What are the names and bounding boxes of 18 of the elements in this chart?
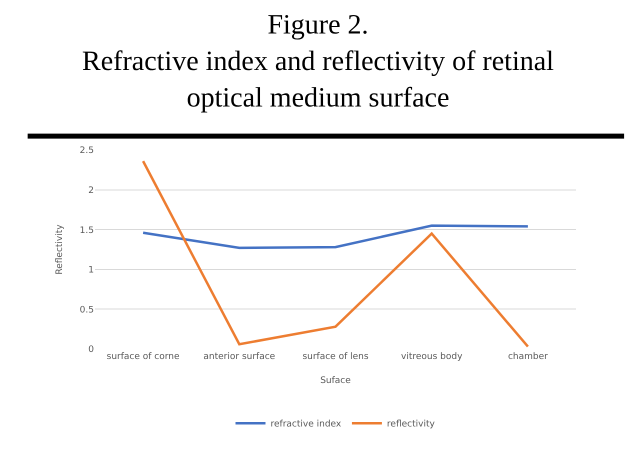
x-tick-label: surface of lens — [302, 352, 369, 362]
y-tick-label: 2 — [88, 186, 94, 196]
y-tick-label: 0.5 — [80, 305, 94, 316]
legend-label: reflectivity — [386, 420, 436, 430]
x-axis-title: Suface — [320, 376, 352, 386]
line-series — [142, 224, 530, 250]
y-tick-label: 2.5 — [80, 146, 94, 156]
y-tick-label: 1.5 — [80, 226, 94, 236]
legend-label: refractive index — [270, 420, 342, 430]
x-tick-label: anterior surface — [203, 352, 276, 362]
y-tick-label: 1 — [88, 266, 94, 276]
chart-title: Figure 2. Refractive index and reflectivity of retinal optical medium surface — [82, 10, 554, 114]
x-tick-label: surface of corne — [106, 352, 180, 362]
y-tick-label: 0 — [88, 345, 94, 356]
x-tick-label: vitreous body — [400, 352, 464, 362]
line-series — [142, 160, 530, 348]
y-axis-title: Reflectivity — [55, 224, 66, 275]
x-tick-label: chamber — [508, 352, 548, 362]
